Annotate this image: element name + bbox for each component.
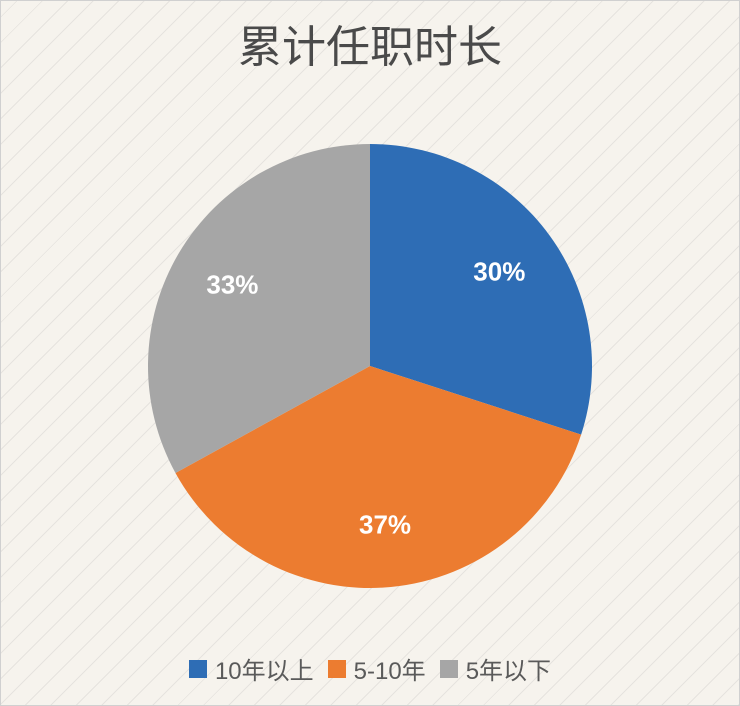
pie-slice-label: 30% [473,257,525,288]
legend-swatch [189,660,207,678]
pie-slice-label: 33% [206,269,258,300]
legend-item: 10年以上 [189,651,314,686]
legend-label: 5-10年 [354,651,426,686]
pie-chart: 30% 37% 33% [148,144,592,588]
legend-swatch [328,660,346,678]
legend-item: 5年以下 [440,651,551,686]
legend-item: 5-10年 [328,651,426,686]
legend: 10年以上 5-10年 5年以下 [1,651,739,686]
legend-label: 5年以下 [466,651,551,686]
chart-container: 累计任职时长 30% 37% 33% 10年以上 5-10年 5年以下 [0,0,740,706]
legend-swatch [440,660,458,678]
legend-label: 10年以上 [215,651,314,686]
chart-title: 累计任职时长 [1,11,739,75]
pie-slice-label: 37% [359,510,411,541]
